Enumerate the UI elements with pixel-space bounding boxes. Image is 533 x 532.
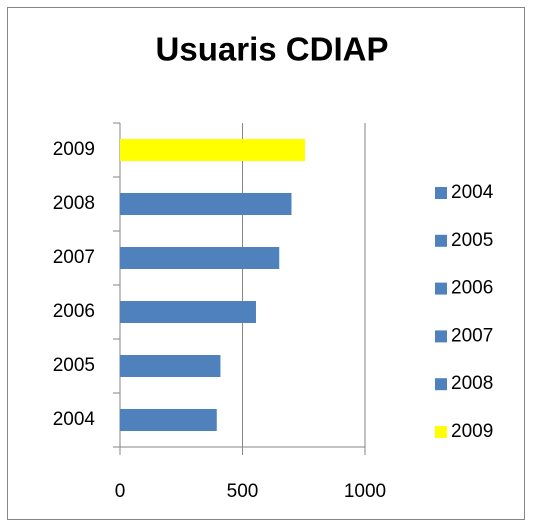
legend-label: 2004 — [451, 182, 494, 203]
x-tick-label: 0 — [115, 481, 126, 502]
legend-swatch — [435, 378, 447, 391]
bar — [120, 193, 292, 215]
y-tick-label: 2006 — [53, 301, 95, 322]
y-tick-label: 2009 — [53, 139, 95, 160]
y-tick-label: 2004 — [53, 409, 96, 430]
legend-label: 2009 — [451, 421, 493, 442]
legend-swatch — [435, 234, 447, 247]
legend-label: 2006 — [451, 278, 493, 299]
legend-label: 2005 — [451, 230, 493, 251]
bar — [120, 409, 217, 431]
bar — [120, 139, 305, 161]
legend-label: 2007 — [451, 325, 493, 346]
bar — [120, 301, 256, 323]
y-tick-label: 2008 — [53, 193, 95, 214]
legend-swatch — [435, 426, 447, 438]
x-tick-label: 1000 — [344, 481, 386, 502]
bar — [120, 355, 221, 377]
y-tick-label: 2005 — [53, 355, 95, 376]
legend-swatch — [435, 282, 447, 295]
legend-label: 2008 — [451, 373, 493, 394]
bar — [120, 247, 280, 269]
chart-title: Usuaris CDIAP — [156, 31, 389, 68]
legend-swatch — [435, 187, 447, 199]
legend-swatch — [435, 330, 447, 343]
y-tick-label: 2007 — [53, 247, 95, 268]
x-tick-label: 500 — [227, 481, 259, 502]
